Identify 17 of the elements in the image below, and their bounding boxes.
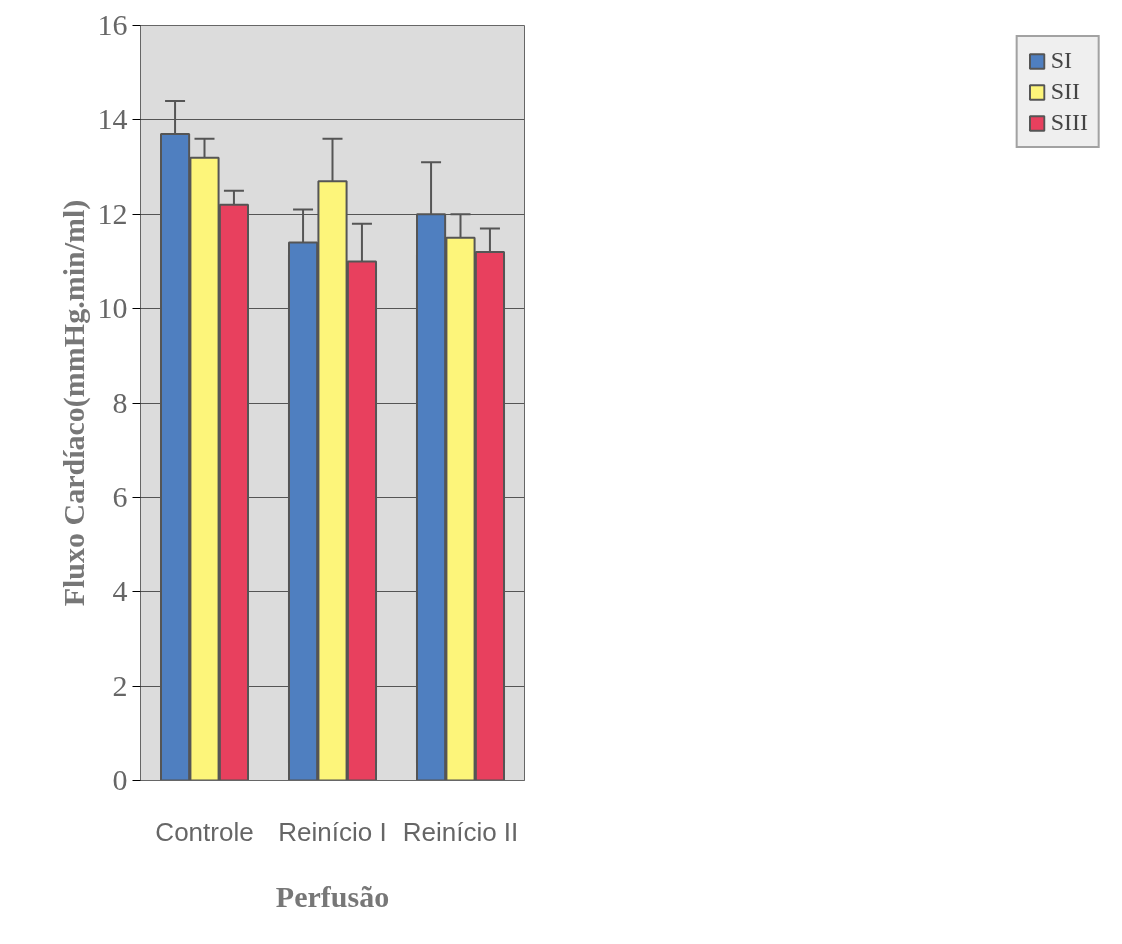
x-tick-label: Reinício I bbox=[278, 816, 387, 847]
y-tick-label: 6 bbox=[112, 479, 128, 513]
y-tick-label: 8 bbox=[112, 385, 128, 419]
x-axis-title: Perfusão bbox=[275, 879, 390, 913]
x-tick-label: Reinício II bbox=[402, 816, 519, 847]
legend-label: SII bbox=[1050, 78, 1081, 105]
legend-label: SIII bbox=[1050, 109, 1088, 136]
y-tick-label: 10 bbox=[97, 291, 128, 325]
y-axis-title: Fluxo Cardíaco(mmHg.min/ml) bbox=[56, 199, 91, 607]
y-tick-label: 14 bbox=[97, 102, 128, 136]
y-tick-label: 16 bbox=[97, 8, 128, 41]
y-tick-label: 12 bbox=[97, 196, 128, 230]
y-tick-label: 4 bbox=[112, 574, 128, 608]
legend-label: SI bbox=[1050, 47, 1073, 74]
x-tick-label: Controle bbox=[155, 816, 254, 847]
y-tick-label: 2 bbox=[112, 668, 128, 702]
y-tick-label: 0 bbox=[112, 763, 128, 796]
